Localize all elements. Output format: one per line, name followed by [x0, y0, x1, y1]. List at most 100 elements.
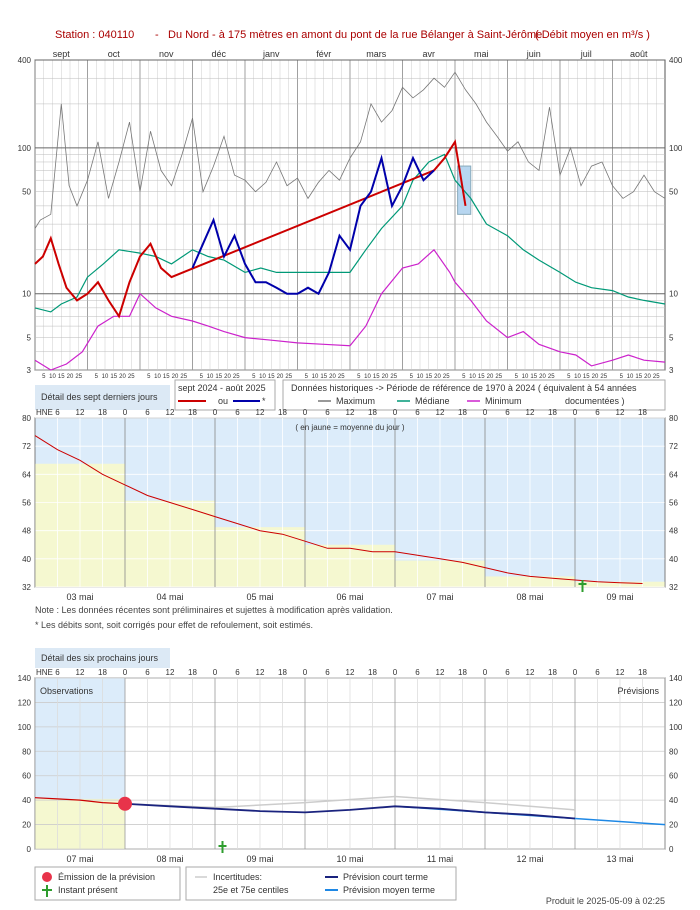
hour-tick-label: 12	[526, 668, 535, 677]
day-label: 12 mai	[516, 854, 543, 864]
detail-7days-button[interactable]: Détail des sept derniers jours	[41, 392, 158, 402]
hour-tick-label: 18	[638, 668, 647, 677]
hour-tick-label: 6	[55, 408, 60, 417]
hour-tick-label: 12	[166, 408, 175, 417]
day-tick-label: 20	[382, 374, 389, 380]
hour-tick-label: 12	[346, 408, 355, 417]
y-tick-right: 5	[669, 334, 674, 343]
observed-blue-line	[191, 154, 435, 296]
detail-6days-button[interactable]: Détail des six prochains jours	[41, 653, 159, 663]
day-tick-label: 20	[434, 374, 441, 380]
hour-tick-label: 0	[303, 408, 308, 417]
instant-present-icon	[218, 841, 227, 853]
day-tick-label: 10	[522, 374, 529, 380]
month-label: déc	[211, 49, 226, 59]
day-tick-label: 20	[119, 374, 126, 380]
observed-flow-line	[34, 797, 126, 805]
y-tick-left: 400	[18, 56, 32, 65]
y-tick-right: 50	[669, 188, 678, 197]
hour-tick-label: 0	[393, 408, 398, 417]
y-tick-left: 0	[27, 845, 32, 854]
day-tick-label: 20	[592, 374, 599, 380]
minimum-line	[34, 248, 666, 371]
hour-tick-label: 0	[573, 408, 578, 417]
hour-tick-label: 18	[548, 668, 557, 677]
month-label: sept	[53, 49, 71, 59]
day-tick-label: 20	[487, 374, 494, 380]
y-tick-left: 60	[22, 772, 31, 781]
day-tick-label: 5	[410, 374, 414, 380]
hour-tick-label: 0	[213, 408, 218, 417]
y-tick-left: 100	[18, 144, 32, 153]
y-tick-right: 120	[669, 698, 683, 707]
day-label: 06 mai	[336, 592, 363, 602]
hour-tick-label: 12	[256, 408, 265, 417]
note-corrected: * Les débits sont, soit corrigés pour ef…	[35, 620, 313, 630]
day-tick-label: 10	[207, 374, 214, 380]
day-tick-label: 25	[653, 374, 660, 380]
hour-tick-label: 0	[573, 668, 578, 677]
day-tick-label: 10	[417, 374, 424, 380]
month-label: févr	[316, 49, 331, 59]
day-tick-label: 10	[312, 374, 319, 380]
y-tick-left: 3	[27, 366, 32, 375]
day-tick-label: 5	[42, 374, 46, 380]
day-tick-label: 5	[305, 374, 309, 380]
day-label: 04 mai	[156, 592, 183, 602]
hour-tick-label: 6	[415, 668, 420, 677]
day-tick-label: 15	[320, 374, 327, 380]
day-tick-label: 15	[530, 374, 537, 380]
y-tick-right: 400	[669, 56, 683, 65]
hour-tick-label: 12	[166, 668, 175, 677]
week-flow-line	[34, 435, 643, 584]
day-tick-label: 10	[627, 374, 634, 380]
y-tick-right: 100	[669, 144, 683, 153]
hour-tick-label: 12	[76, 408, 85, 417]
y-tick-right: 60	[669, 772, 678, 781]
detail-6days-button-bg[interactable]	[35, 648, 170, 668]
hour-tick-label: 18	[98, 668, 107, 677]
hour-tick-label: 12	[436, 668, 445, 677]
day-tick-label: 25	[75, 374, 82, 380]
day-tick-label: 5	[620, 374, 624, 380]
month-label: mars	[366, 49, 386, 59]
instant-label: Instant présent	[58, 885, 118, 895]
day-tick-label: 15	[635, 374, 642, 380]
day-tick-label: 20	[277, 374, 284, 380]
hour-tick-label: 18	[98, 408, 107, 417]
hour-tick-label: 0	[483, 408, 488, 417]
hour-tick-label: 18	[458, 668, 467, 677]
emission-marker	[118, 796, 132, 811]
day-tick-label: 5	[357, 374, 361, 380]
day-tick-label: 25	[285, 374, 292, 380]
y-tick-left: 40	[22, 796, 31, 805]
day-label: 11 mai	[427, 854, 453, 864]
day-tick-label: 10	[49, 374, 56, 380]
day-label: 09 mai	[246, 854, 273, 864]
day-tick-label: 5	[462, 374, 466, 380]
month-label: mai	[474, 49, 489, 59]
day-tick-label: 5	[515, 374, 519, 380]
ou-label: ou	[218, 396, 228, 406]
hour-tick-label: 12	[76, 668, 85, 677]
day-tick-label: 10	[102, 374, 109, 380]
detail-7days-button-bg[interactable]	[35, 385, 170, 410]
hour-tick-label: 6	[145, 668, 150, 677]
day-tick-label: 5	[567, 374, 571, 380]
yellow-note: ( en jaune = moyenne du jour )	[295, 423, 405, 432]
day-tick-label: 20	[329, 374, 336, 380]
y-tick-left: 120	[18, 698, 32, 707]
station-title: Station : 040110	[55, 29, 134, 41]
hour-tick-label: 18	[368, 668, 377, 677]
day-label: 08 mai	[516, 592, 543, 602]
day-label: 08 mai	[156, 854, 183, 864]
day-tick-label: 15	[58, 374, 65, 380]
hour-tick-label: 18	[548, 408, 557, 417]
y-tick-left: 80	[22, 414, 31, 423]
y-tick-right: 20	[669, 821, 678, 830]
hour-tick-label: 6	[55, 668, 60, 677]
produced-footer: Produit le 2025-05-09 à 02:25	[546, 896, 665, 906]
uncertainties-label: Incertitudes:	[213, 872, 262, 882]
